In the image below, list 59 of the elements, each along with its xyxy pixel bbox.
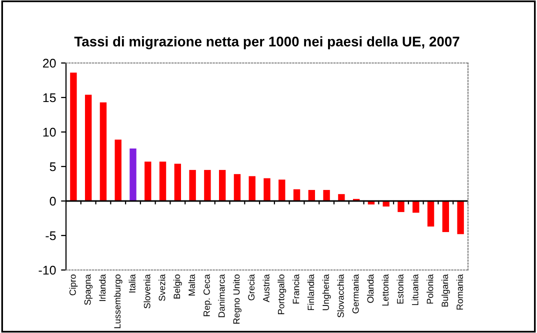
x-tick-label: Estonia: [396, 274, 404, 304]
y-tick-label: 0: [50, 196, 56, 206]
bar: [218, 170, 226, 201]
bar: [159, 162, 166, 201]
y-tick-label: 20: [43, 58, 56, 68]
bar: [204, 170, 211, 201]
y-tick-label: 5: [50, 162, 56, 172]
x-tick-label: Regno Unito: [233, 274, 242, 324]
x-tick-label: Olanda: [367, 274, 374, 303]
bar: [427, 201, 434, 227]
x-tick-label: Rep. Ceca: [203, 274, 212, 316]
x-tick-label: Spagna: [84, 274, 93, 305]
x-tick-label: Portogallo: [278, 274, 286, 314]
bar: [84, 94, 92, 201]
bar: [293, 189, 300, 201]
bar: [174, 164, 182, 201]
x-tick-label: Austria: [262, 274, 270, 302]
y-tick-label: -5: [46, 231, 56, 240]
x-tick-label: Bulgaria: [441, 274, 450, 307]
x-tick-label: Slovenia: [144, 274, 150, 308]
x-tick-label: Malta: [188, 274, 195, 296]
bar: [114, 140, 122, 201]
bar: [278, 180, 286, 201]
x-tick-label: Irlanda: [99, 274, 106, 301]
bar: [248, 176, 256, 201]
x-tick-label: Slovacchia: [337, 274, 344, 318]
y-tick-label: 15: [43, 93, 56, 102]
y-tick-label: -10: [38, 266, 56, 275]
x-tick-label: Danimarca: [218, 274, 225, 318]
x-tick-label: Ungheria: [322, 274, 331, 310]
x-tick-label: Romania: [456, 274, 463, 310]
bar: [130, 148, 136, 201]
bar: [189, 170, 196, 201]
x-tick-label: Italia: [128, 274, 136, 292]
bar: [308, 190, 316, 201]
x-tick-label: Lussemburgo: [114, 274, 122, 328]
y-tick-label: 10: [43, 128, 56, 137]
bar: [323, 190, 330, 201]
x-tick-label: Grecia: [248, 274, 255, 300]
chart-title: Tassi di migrazione netta per 1000 nei paesi della UE, 2007: [74, 36, 460, 50]
x-tick-label: Svezia: [158, 274, 166, 301]
bar: [412, 201, 420, 213]
x-tick-label: Lituania: [412, 274, 418, 306]
bar: [398, 201, 404, 212]
bar: [338, 194, 345, 201]
x-tick-label: Lettonia: [382, 274, 389, 306]
x-tick-label: Germania: [352, 274, 359, 314]
bar: [144, 162, 152, 201]
x-tick-label: Francia: [292, 274, 300, 304]
x-tick-label: Finlandia: [307, 274, 314, 310]
bar: [234, 174, 241, 201]
bar: [457, 201, 464, 234]
bar: [70, 72, 77, 201]
bar: [100, 102, 107, 201]
x-tick-label: Belgio: [173, 274, 182, 299]
bar: [442, 201, 450, 232]
x-tick-label: Polonia: [426, 274, 434, 304]
x-tick-label: Cipro: [69, 274, 78, 296]
bar: [264, 178, 270, 201]
